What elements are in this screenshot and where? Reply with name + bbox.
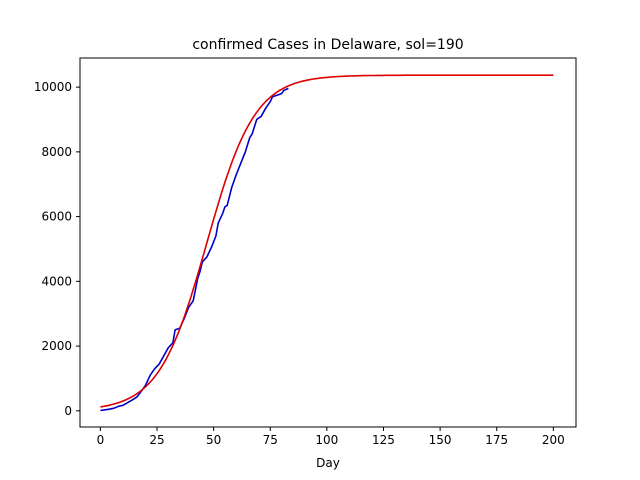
x-tick-label: 0 xyxy=(97,433,105,447)
y-tick-label: 10000 xyxy=(34,80,72,94)
plot-frame xyxy=(79,57,577,428)
x-tick-label: 150 xyxy=(429,433,452,447)
fitted-curve-line xyxy=(100,74,554,408)
chart-title: confirmed Cases in Delaware, sol=190 xyxy=(192,37,463,53)
observed-cases-line xyxy=(100,87,289,412)
x-tick-label: 25 xyxy=(149,433,164,447)
x-tick-label: 175 xyxy=(485,433,508,447)
y-tick-label: 0 xyxy=(64,404,72,418)
x-axis-label: Day xyxy=(316,456,340,470)
x-tick-label: 200 xyxy=(542,433,565,447)
x-tick-label: 100 xyxy=(315,433,338,447)
x-tick-label: 75 xyxy=(263,433,278,447)
y-tick-label: 8000 xyxy=(41,145,72,159)
plot-area: 0 25 50 75 100 125 150 175 200020004000600080001… xyxy=(34,57,577,447)
x-tick-label: 125 xyxy=(372,433,395,447)
y-tick-label: 6000 xyxy=(41,210,72,224)
y-tick-label: 4000 xyxy=(41,274,72,288)
y-tick-label: 2000 xyxy=(41,339,72,353)
x-tick-label: 50 xyxy=(206,433,221,447)
